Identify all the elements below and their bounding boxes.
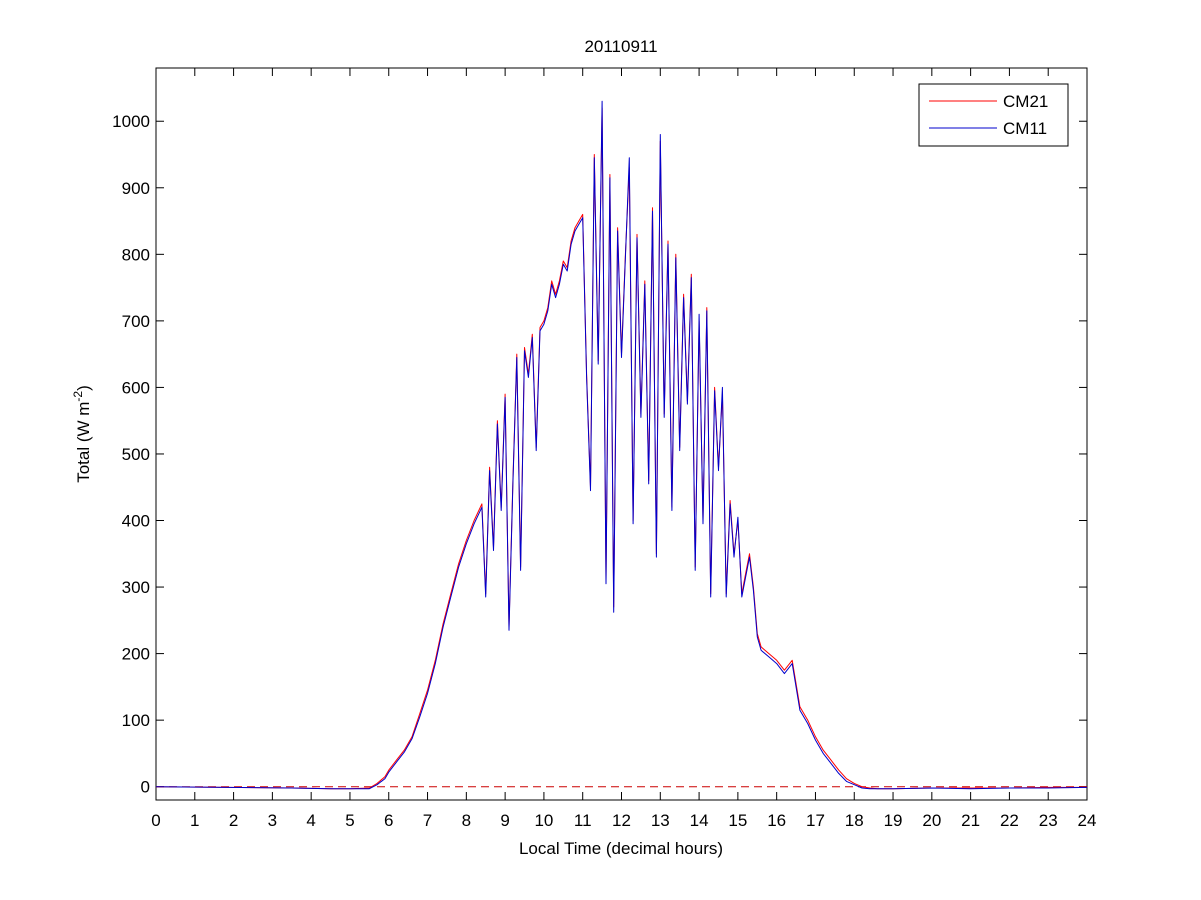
x-tick-label: 10 [534, 811, 553, 830]
x-axis-label: Local Time (decimal hours) [519, 839, 723, 858]
x-axis-ticks: 0 1 2 3 4 5 6 7 8 9 10 11 12 13 14 15 16 17 18 19 20 21 22 23 24 [151, 68, 1096, 830]
y-tick-label: 1000 [112, 112, 150, 131]
chart-title: 20110911 [584, 37, 657, 56]
y-axis-label: Total (W m-2) [71, 385, 93, 483]
plot-area [155, 67, 1088, 801]
legend-label-cm21: CM21 [1003, 92, 1048, 111]
x-tick-label: 15 [728, 811, 747, 830]
y-tick-label: 100 [122, 711, 150, 730]
x-tick-label: 22 [1000, 811, 1019, 830]
x-tick-label: 12 [612, 811, 631, 830]
y-tick-label: 500 [122, 445, 150, 464]
x-tick-label: 1 [190, 811, 199, 830]
series-layer [155, 100, 1088, 790]
x-tick-label: 7 [423, 811, 432, 830]
x-tick-label: 4 [306, 811, 315, 830]
y-tick-label: 0 [141, 778, 150, 797]
x-tick-label: 8 [462, 811, 471, 830]
y-tick-label: 600 [122, 378, 150, 397]
y-tick-label: 300 [122, 578, 150, 597]
y-tick-label: 200 [122, 645, 150, 664]
legend-box [918, 83, 1069, 147]
legend: CM21 CM11 [918, 83, 1069, 147]
x-tick-label: 3 [268, 811, 277, 830]
y-axis-ticks: 0 100 200 300 400 500 600 700 800 900 1000 [112, 112, 1087, 797]
x-tick-label: 23 [1039, 811, 1058, 830]
legend-label-cm11: CM11 [1003, 119, 1047, 138]
x-tick-label: 17 [806, 811, 825, 830]
x-tick-label: 5 [345, 811, 354, 830]
y-tick-label: 400 [122, 512, 150, 531]
x-tick-label: 20 [922, 811, 941, 830]
x-tick-label: 2 [229, 811, 238, 830]
x-tick-label: 21 [961, 811, 980, 830]
x-tick-label: 13 [651, 811, 670, 830]
x-tick-label: 14 [690, 811, 709, 830]
x-tick-label: 6 [384, 811, 393, 830]
y-axis-label-close: ) [74, 385, 93, 391]
x-tick-label: 16 [767, 811, 786, 830]
y-tick-label: 700 [122, 312, 150, 331]
y-axis-label-main: Total (W m [74, 402, 93, 483]
x-tick-label: 18 [845, 811, 864, 830]
series-line-cm11 [155, 100, 1088, 790]
x-tick-label: 19 [884, 811, 903, 830]
y-tick-label: 800 [122, 245, 150, 264]
y-axis-label-superscript: -2 [71, 391, 85, 402]
x-tick-label: 0 [151, 811, 160, 830]
y-tick-label: 900 [122, 179, 150, 198]
x-tick-label: 11 [574, 811, 592, 830]
x-tick-label: 9 [500, 811, 509, 830]
x-tick-label: 24 [1078, 811, 1097, 830]
